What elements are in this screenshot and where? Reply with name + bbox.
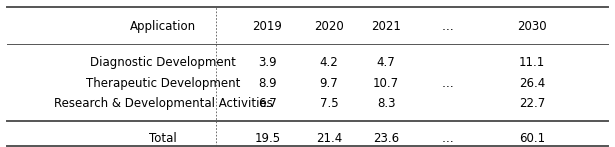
Text: 7.5: 7.5 xyxy=(320,97,338,110)
Text: 8.3: 8.3 xyxy=(377,97,395,110)
Text: 60.1: 60.1 xyxy=(519,132,545,145)
Text: …: … xyxy=(442,20,454,33)
Text: 11.1: 11.1 xyxy=(519,56,545,69)
Text: 4.2: 4.2 xyxy=(320,56,338,69)
Text: 23.6: 23.6 xyxy=(373,132,399,145)
Text: 21.4: 21.4 xyxy=(316,132,342,145)
Text: 8.9: 8.9 xyxy=(258,77,277,90)
Text: Therapeutic Development: Therapeutic Development xyxy=(85,77,240,90)
Text: 9.7: 9.7 xyxy=(320,77,338,90)
Text: 10.7: 10.7 xyxy=(373,77,399,90)
Text: 22.7: 22.7 xyxy=(519,97,545,110)
Text: 6.7: 6.7 xyxy=(258,97,277,110)
Text: 2030: 2030 xyxy=(517,20,547,33)
Text: Research & Developmental Activities: Research & Developmental Activities xyxy=(54,97,272,110)
Text: Application: Application xyxy=(130,20,196,33)
Text: …: … xyxy=(442,77,454,90)
Text: …: … xyxy=(442,132,454,145)
Text: 2019: 2019 xyxy=(253,20,282,33)
Text: 19.5: 19.5 xyxy=(255,132,280,145)
Text: 2020: 2020 xyxy=(314,20,344,33)
Text: Diagnostic Development: Diagnostic Development xyxy=(90,56,236,69)
Text: 4.7: 4.7 xyxy=(377,56,395,69)
Text: Total: Total xyxy=(149,132,177,145)
Text: 3.9: 3.9 xyxy=(258,56,277,69)
Text: 26.4: 26.4 xyxy=(519,77,545,90)
Text: 2021: 2021 xyxy=(371,20,401,33)
